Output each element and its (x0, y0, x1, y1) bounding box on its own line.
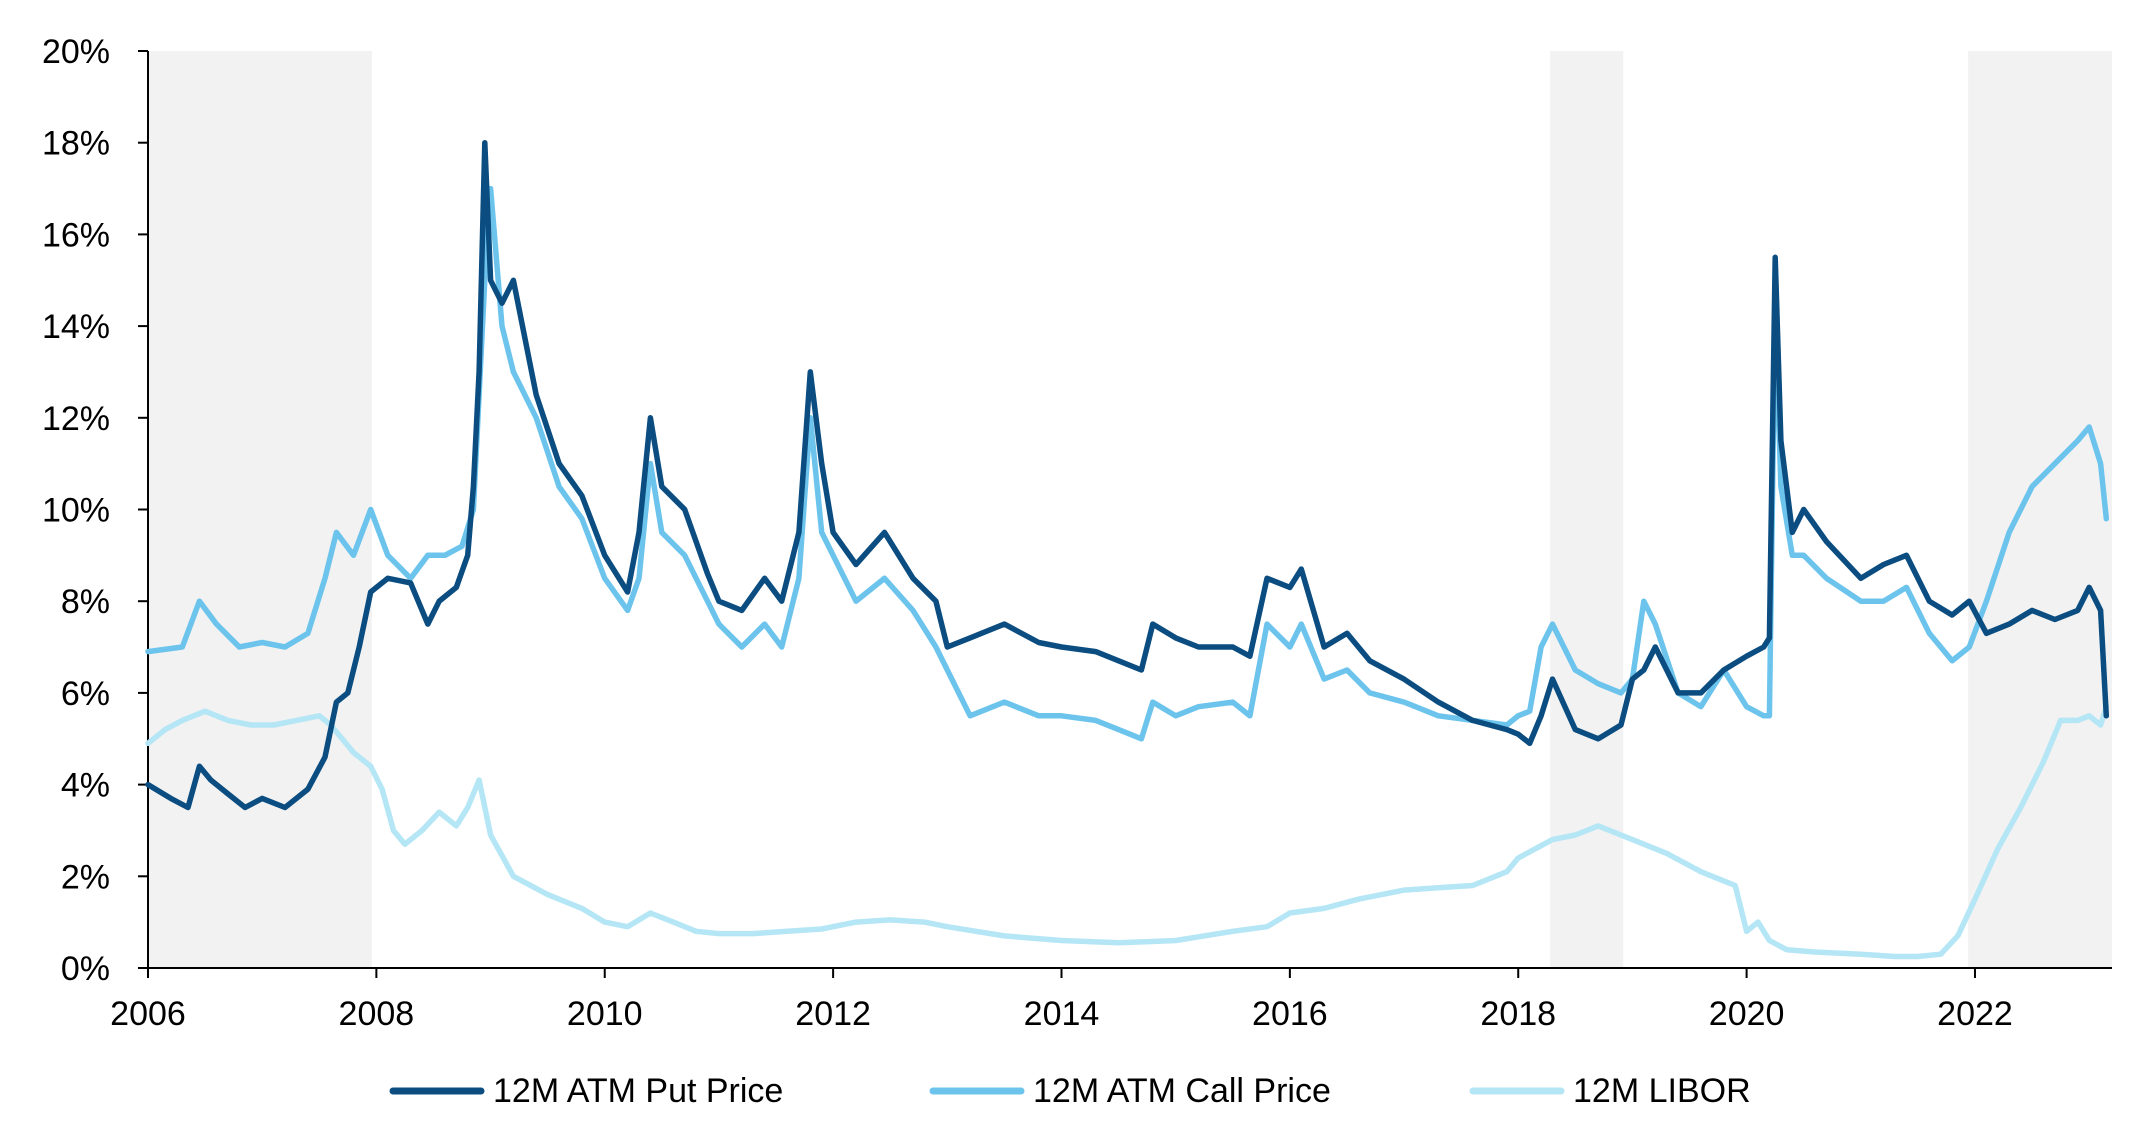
legend-label: 12M ATM Call Price (1033, 1072, 1331, 1110)
x-tick-label: 2008 (339, 995, 415, 1033)
y-tick-label: 16% (42, 216, 110, 254)
series-line-12m-atm-put-price (145, 139, 2110, 811)
legend-label: 12M ATM Put Price (493, 1072, 783, 1110)
y-tick-label: 6% (61, 675, 110, 713)
shaded-period-0 (148, 51, 372, 968)
shaded-period-2 (1968, 51, 2112, 968)
series-line-12m-libor (145, 703, 2110, 960)
x-tick-label: 2012 (795, 995, 871, 1033)
y-tick-label: 20% (42, 33, 110, 71)
x-tick-label: 2020 (1709, 995, 1785, 1033)
y-tick-label: 12% (42, 400, 110, 438)
series-line-12m-atm-call-price (145, 185, 2110, 742)
y-tick-label: 2% (61, 858, 110, 896)
y-tick-label: 10% (42, 492, 110, 530)
y-tick-label: 14% (42, 308, 110, 346)
axes: 0% 2% 4% 6% 8% 10% 12% 14% 16% 18% 20% 2006 2008 2010… (42, 33, 2112, 1033)
x-tick-label: 2014 (1024, 995, 1100, 1033)
shaded-periods (148, 51, 2112, 968)
y-tick-label: 4% (61, 767, 110, 805)
y-tick-label: 18% (42, 125, 110, 163)
legend: 12M ATM Put Price 12M ATM Call Price 12M L… (389, 1072, 1751, 1110)
x-tick-label: 2006 (110, 995, 186, 1033)
y-tick-label: 8% (61, 583, 110, 621)
x-tick-label: 2022 (1937, 995, 2013, 1033)
legend-label: 12M LIBOR (1573, 1072, 1751, 1110)
y-tick-label: 0% (61, 950, 110, 988)
shaded-period-1 (1550, 51, 1624, 968)
x-tick-label: 2016 (1252, 995, 1328, 1033)
series-lines (145, 139, 2110, 960)
x-tick-label: 2010 (567, 995, 643, 1033)
x-tick-label: 2018 (1480, 995, 1556, 1033)
